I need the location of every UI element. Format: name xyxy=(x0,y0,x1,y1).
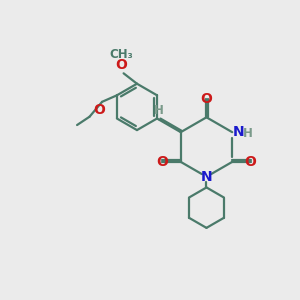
Text: O: O xyxy=(156,155,168,169)
Text: O: O xyxy=(245,155,256,169)
Text: N: N xyxy=(233,125,244,139)
Text: CH₃: CH₃ xyxy=(109,48,133,62)
Text: O: O xyxy=(200,92,212,106)
Text: H: H xyxy=(154,104,164,117)
Text: O: O xyxy=(115,58,127,72)
Text: N: N xyxy=(201,170,212,184)
Text: H: H xyxy=(243,127,253,140)
Text: O: O xyxy=(93,103,105,117)
